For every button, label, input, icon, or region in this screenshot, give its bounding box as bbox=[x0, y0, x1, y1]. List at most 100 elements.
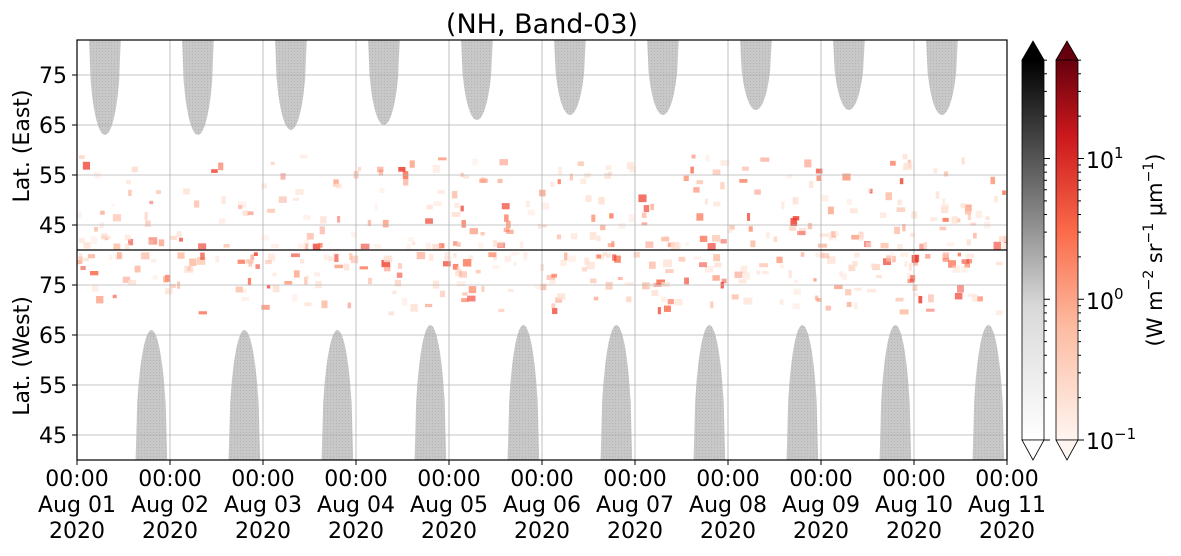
radiance-cell bbox=[268, 253, 275, 258]
radiance-cell bbox=[815, 252, 824, 258]
radiance-cell bbox=[800, 252, 805, 257]
radiance-cell bbox=[337, 215, 341, 223]
radiance-cell bbox=[766, 232, 770, 239]
radiance-cell bbox=[930, 217, 938, 222]
y-tick-label: 55 bbox=[39, 164, 67, 189]
west-dark-lobe bbox=[786, 325, 819, 460]
y-tick-label: 75 bbox=[39, 64, 67, 89]
radiance-cell bbox=[221, 196, 226, 205]
radiance-cell bbox=[323, 254, 330, 261]
radiance-cell bbox=[586, 261, 595, 270]
east-dark-lobe bbox=[182, 40, 214, 135]
x-tick-label: 00:00 bbox=[789, 467, 852, 492]
radiance-cell bbox=[359, 266, 369, 270]
radiance-cell bbox=[626, 162, 634, 170]
ylabel-west: Lat. (West) bbox=[10, 296, 35, 416]
radiance-cell bbox=[960, 266, 968, 273]
radiance-cell bbox=[246, 259, 254, 264]
radiance-cell bbox=[598, 196, 605, 205]
radiance-cell bbox=[618, 223, 626, 229]
radiance-cell bbox=[462, 259, 472, 267]
x-tick-label: 2020 bbox=[700, 519, 756, 544]
x-tick-label: 00:00 bbox=[138, 467, 201, 492]
radiance-cell bbox=[851, 234, 859, 240]
radiance-cell bbox=[656, 279, 666, 285]
radiance-cell bbox=[440, 290, 445, 298]
x-tick-label: 2020 bbox=[514, 519, 570, 544]
radiance-cell bbox=[255, 264, 260, 269]
radiance-cell bbox=[196, 257, 206, 265]
radiance-cell bbox=[1001, 242, 1007, 250]
radiance-cell bbox=[111, 203, 115, 208]
radiance-cell bbox=[970, 222, 977, 226]
radiance-cell bbox=[746, 213, 751, 221]
radiance-cell bbox=[299, 154, 308, 159]
radiance-cell bbox=[462, 292, 468, 296]
ylabel-east: Lat. (East) bbox=[10, 90, 35, 203]
radiance-cell bbox=[158, 239, 165, 247]
radiance-cell bbox=[134, 265, 141, 273]
radiance-cell bbox=[994, 196, 999, 203]
radiance-cell bbox=[581, 267, 587, 272]
radiance-cell bbox=[942, 252, 949, 260]
radiance-cell bbox=[314, 272, 321, 277]
radiance-cell bbox=[215, 255, 220, 263]
radiance-cell bbox=[964, 263, 971, 268]
radiance-cell bbox=[865, 242, 873, 248]
reds-colorbar-body bbox=[1055, 59, 1079, 441]
radiance-cell bbox=[469, 228, 479, 235]
radiance-cell bbox=[913, 292, 919, 297]
radiance-cell bbox=[360, 243, 370, 250]
radiance-cell bbox=[790, 218, 798, 226]
chart-title: (NH, Band-03) bbox=[446, 9, 638, 40]
radiance-cell bbox=[511, 252, 520, 256]
radiance-cell bbox=[894, 226, 901, 235]
radiance-cell bbox=[956, 218, 961, 223]
reds-colorbar-tick-label-m1: 10−1 bbox=[1086, 425, 1136, 455]
radiance-cell bbox=[523, 252, 528, 258]
x-tick-label: Aug 10 bbox=[875, 493, 953, 518]
x-tick-label: 00:00 bbox=[45, 467, 108, 492]
x-tick-label: Aug 03 bbox=[224, 493, 302, 518]
radiance-cell bbox=[291, 293, 298, 302]
radiance-cell bbox=[776, 256, 783, 264]
radiance-cell bbox=[367, 220, 372, 226]
radiance-cell bbox=[304, 276, 308, 285]
radiance-cell bbox=[729, 225, 735, 230]
radiance-cell bbox=[267, 256, 276, 262]
radiance-cell bbox=[456, 281, 466, 287]
radiance-cell bbox=[727, 229, 733, 234]
radiance-cell bbox=[266, 284, 271, 289]
east-dark-lobe bbox=[647, 40, 679, 115]
radiance-cell bbox=[828, 232, 832, 240]
radiance-cell bbox=[827, 206, 834, 215]
radiance-cell bbox=[890, 160, 896, 166]
y-tick-label: 65 bbox=[39, 324, 67, 349]
radiance-cell bbox=[198, 243, 207, 250]
radiance-cell bbox=[350, 255, 359, 264]
radiance-cell bbox=[951, 216, 958, 224]
radiance-cell bbox=[957, 284, 964, 293]
radiance-cell bbox=[467, 295, 476, 302]
radiance-cell bbox=[497, 178, 503, 184]
radiance-cell bbox=[710, 301, 714, 309]
radiance-cell bbox=[284, 280, 293, 285]
radiance-cell bbox=[89, 270, 99, 276]
reds-colorbar-extend-bottom bbox=[1055, 439, 1079, 461]
cbar-tick-exp: −1 bbox=[1114, 425, 1136, 443]
x-tick-label: 2020 bbox=[886, 519, 942, 544]
radiance-cell bbox=[497, 242, 506, 248]
radiance-cell bbox=[628, 214, 635, 222]
radiance-cell bbox=[183, 188, 190, 195]
x-tick-label: Aug 07 bbox=[596, 493, 674, 518]
radiance-cell bbox=[299, 259, 305, 264]
east-dark-lobe bbox=[368, 40, 400, 125]
radiance-cell bbox=[696, 180, 704, 185]
radiance-cell bbox=[401, 297, 408, 306]
radiance-cell bbox=[493, 254, 497, 261]
radiance-cell bbox=[720, 182, 725, 190]
radiance-cell bbox=[684, 242, 689, 246]
radiance-cell bbox=[351, 231, 357, 238]
